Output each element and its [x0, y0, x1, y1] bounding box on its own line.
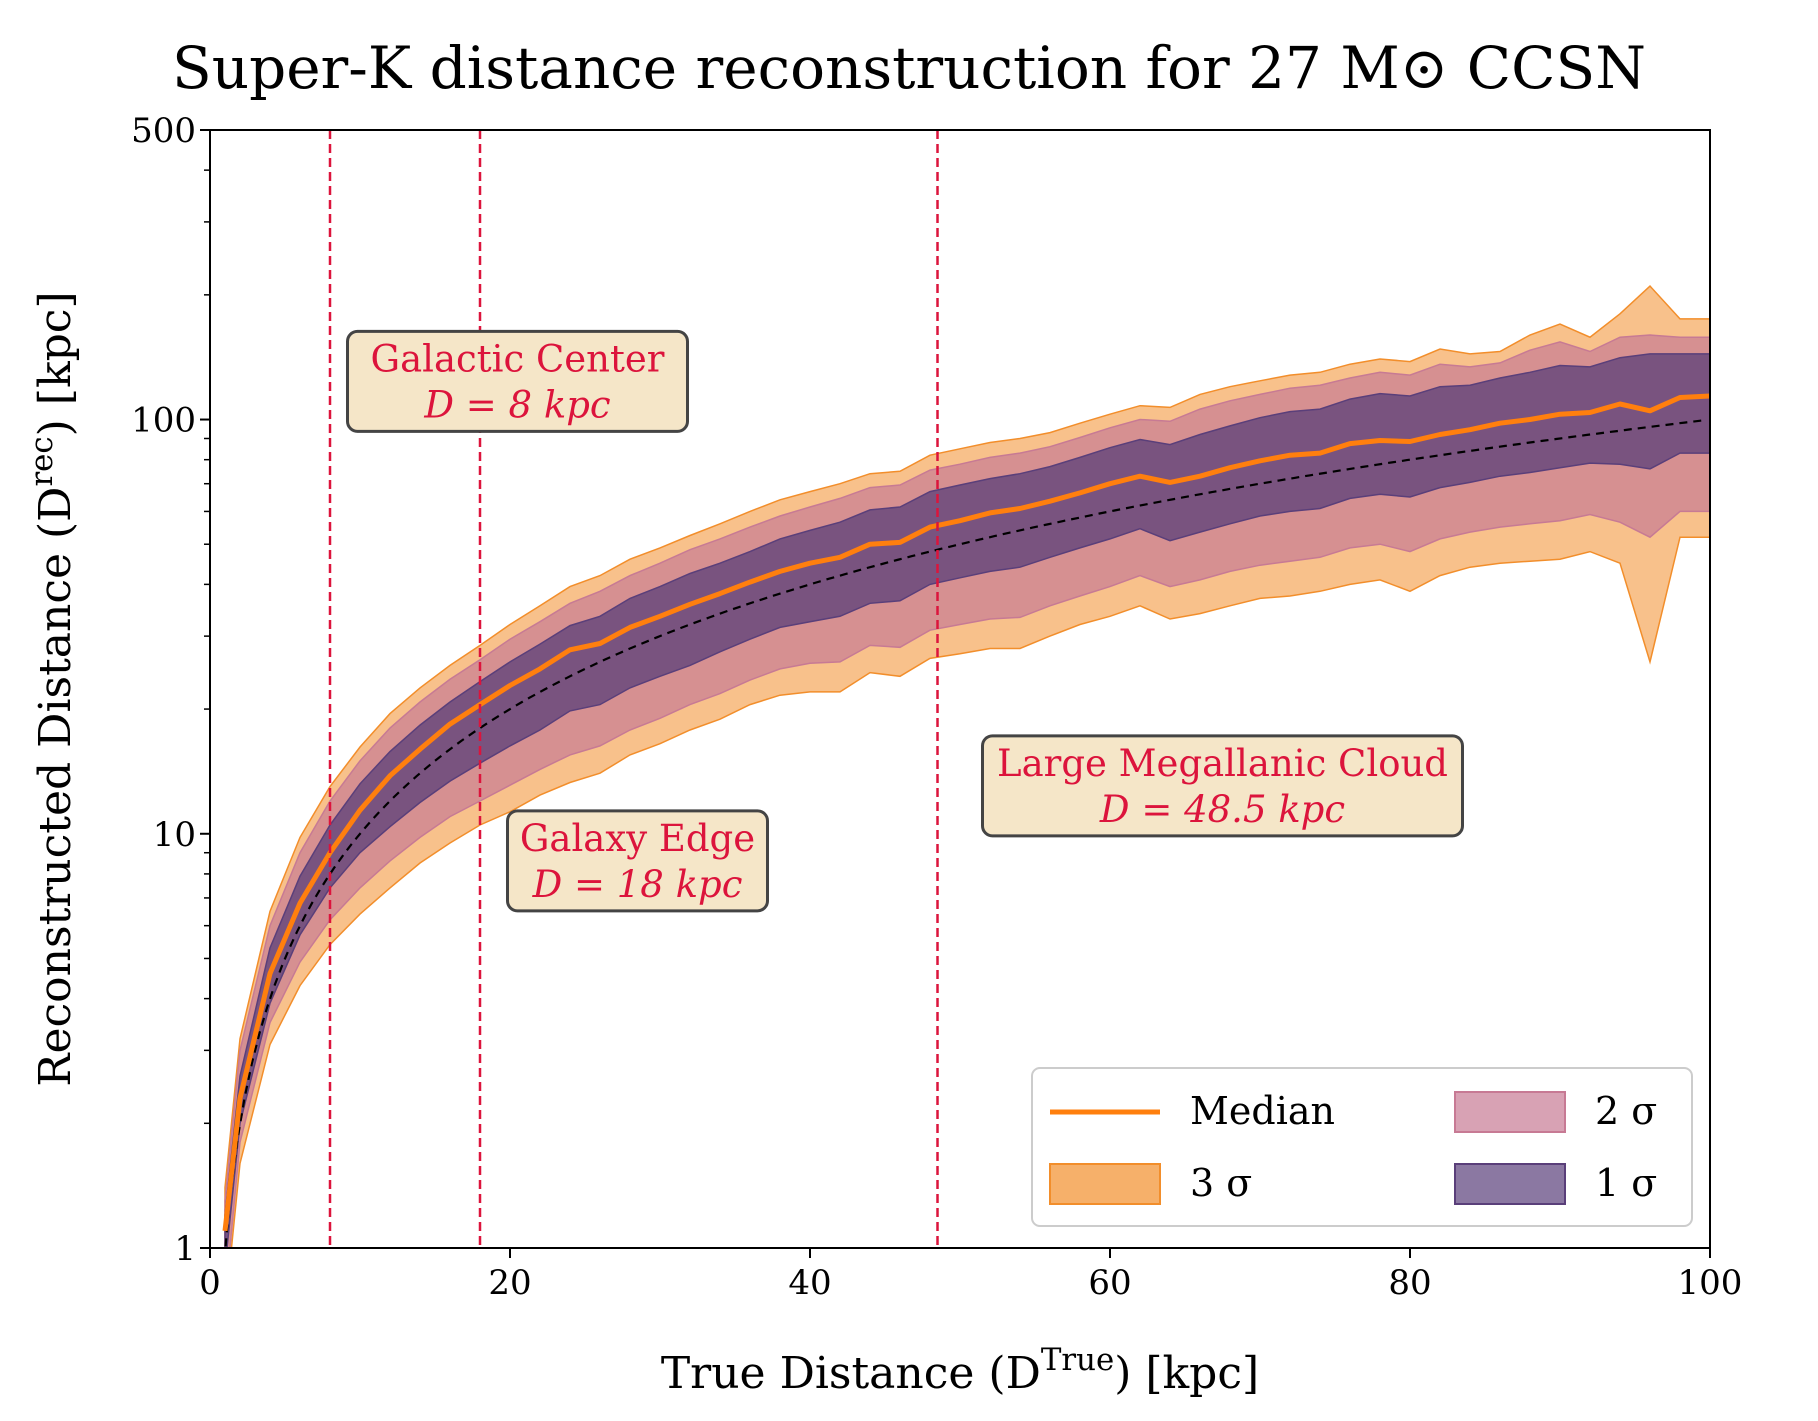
plot-lines	[222, 393, 1710, 1248]
band-1sigma	[224, 353, 1710, 1248]
reference-vertical-lines	[328, 130, 939, 1248]
x-axis-label: True Distance (DTrue) [kpc]	[661, 1342, 1259, 1399]
legend-label: 3 σ	[1190, 1161, 1252, 1205]
y-tick-label: 100	[131, 401, 196, 441]
y-axis-ticks: 1 10 100 500	[131, 111, 210, 1269]
reference-line-y-equals-x	[224, 418, 1708, 1248]
legend-label: 1 σ	[1595, 1161, 1657, 1205]
series-line-median	[222, 393, 1710, 1232]
annotation-title: Large Megallanic Cloud	[997, 742, 1448, 785]
annotation-frame	[346, 329, 689, 433]
y-axis-label: Reconstructed Distance (Drec) [kpc]	[24, 291, 81, 1086]
legend-swatch	[1454, 1163, 1566, 1205]
legend-label: Median	[1190, 1089, 1335, 1133]
legend-swatch	[1454, 1091, 1566, 1133]
legend-swatch	[1049, 1163, 1161, 1205]
y-tick-label: 10	[153, 815, 196, 855]
axes-frame	[209, 129, 1711, 1249]
annotation-distance: D = 48.5 kpc	[1099, 788, 1345, 831]
x-tick-label: 40	[788, 1263, 831, 1303]
annotation-distance: D = 18 kpc	[532, 863, 743, 906]
legend: Median 2 σ 3 σ 1 σ	[1031, 1067, 1693, 1227]
y-tick-label: 500	[131, 111, 196, 151]
annotation-frame	[506, 809, 769, 913]
x-tick-label: 100	[1678, 1263, 1743, 1303]
y-tick-label: 1	[174, 1229, 196, 1269]
annotation-title: Galaxy Edge	[520, 817, 755, 860]
chart-title: Super-K distance reconstruction for 27 M…	[172, 34, 1646, 102]
x-tick-label: 20	[488, 1263, 531, 1303]
annotation-title: Galactic Center	[371, 337, 665, 380]
x-tick-label: 0	[199, 1263, 221, 1303]
annotation-frame	[981, 734, 1464, 838]
annotation-distance: D = 8 kpc	[423, 383, 611, 426]
legend-label: 2 σ	[1595, 1089, 1657, 1133]
x-tick-label: 80	[1388, 1263, 1431, 1303]
x-axis-ticks: 0 20 40 60 80 100	[199, 1248, 1742, 1303]
x-tick-label: 60	[1088, 1263, 1131, 1303]
